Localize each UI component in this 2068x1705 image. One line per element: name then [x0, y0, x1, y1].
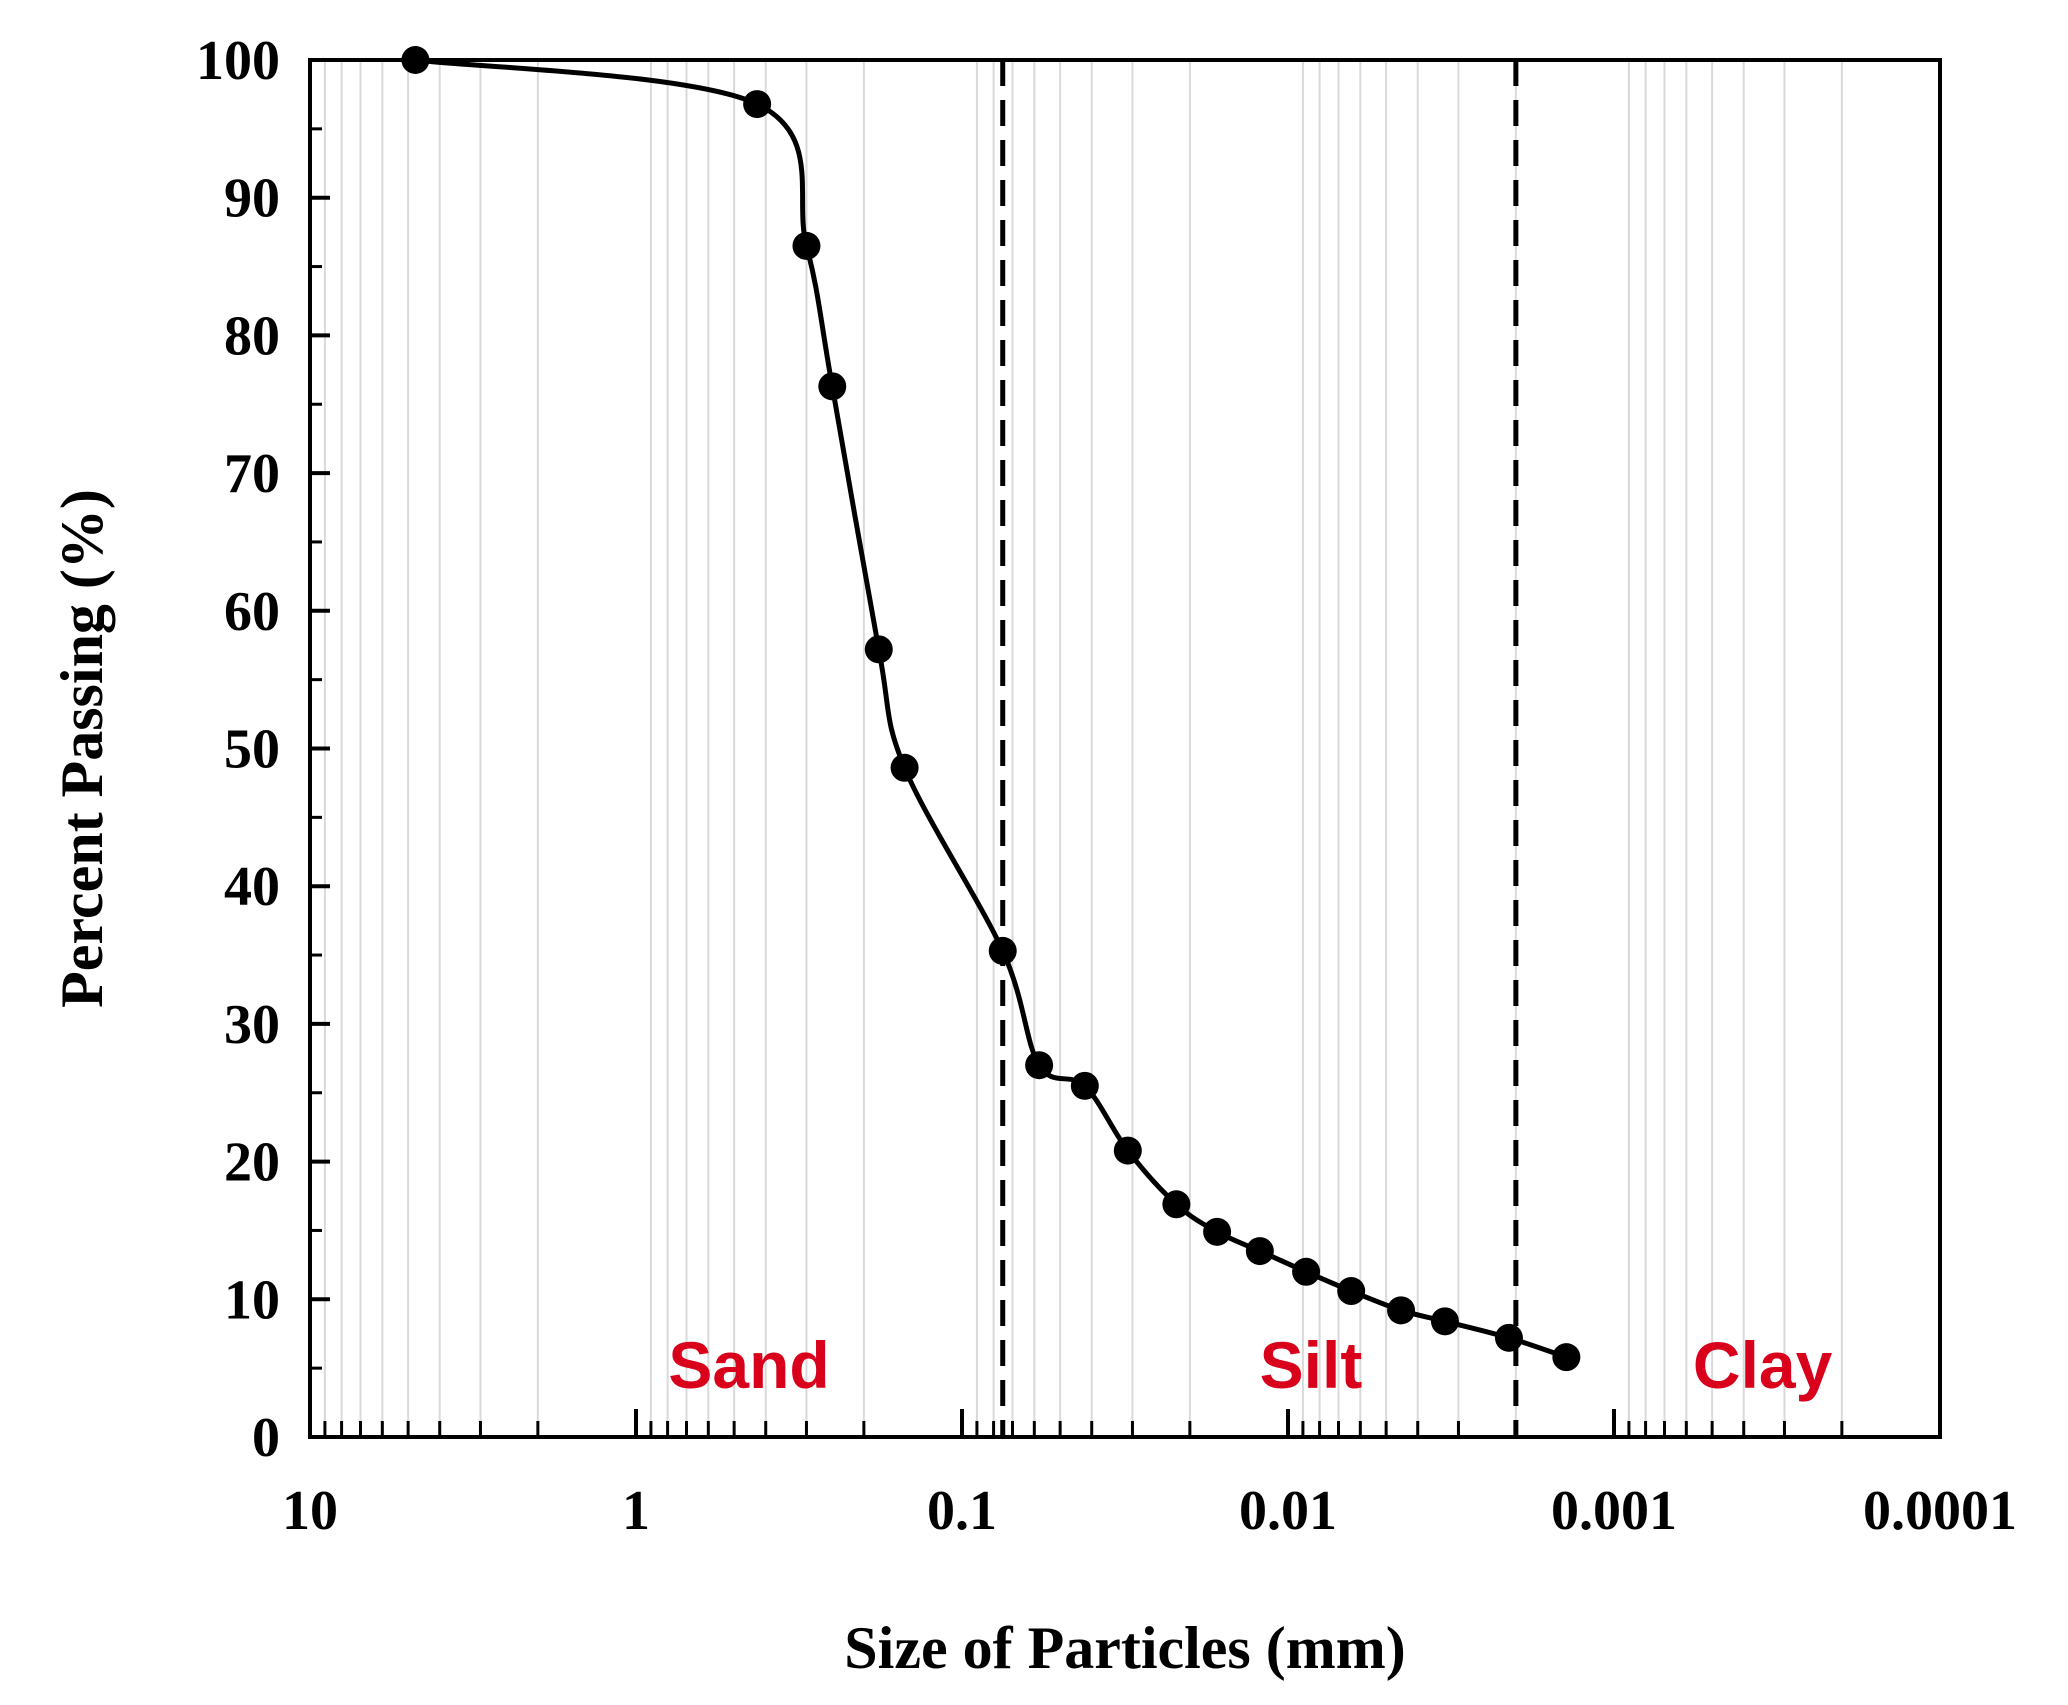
data-point — [1494, 1323, 1523, 1352]
data-point — [1203, 1217, 1232, 1246]
x-tick-label: 1 — [622, 1480, 650, 1542]
data-point — [1552, 1343, 1581, 1372]
zone-label-clay: Clay — [1693, 1328, 1833, 1402]
y-tick-label: 50 — [224, 719, 280, 781]
data-point — [988, 936, 1017, 965]
y-tick-label: 30 — [224, 994, 280, 1056]
data-point — [1430, 1307, 1459, 1336]
y-tick-label: 0 — [252, 1407, 280, 1469]
data-point — [1245, 1237, 1274, 1266]
y-tick-label: 20 — [224, 1132, 280, 1194]
data-point — [1162, 1190, 1191, 1219]
data-point — [1337, 1277, 1366, 1306]
data-point — [1070, 1071, 1099, 1100]
x-tick-label: 0.001 — [1551, 1480, 1677, 1542]
x-tick-label: 0.1 — [927, 1480, 997, 1542]
y-tick-label: 70 — [224, 443, 280, 505]
x-tick-label: 0.0001 — [1863, 1480, 2017, 1542]
y-tick-label: 100 — [196, 30, 280, 92]
data-point — [1292, 1257, 1321, 1286]
zone-label-sand: Sand — [668, 1328, 829, 1402]
data-point — [818, 372, 847, 401]
y-axis-title: Percent Passing (%) — [49, 489, 115, 1008]
y-tick-label: 40 — [224, 856, 280, 918]
x-tick-label: 10 — [282, 1480, 338, 1542]
grid-layer — [323, 60, 1843, 1437]
x-tick-label: 0.01 — [1239, 1480, 1337, 1542]
data-point — [743, 90, 772, 119]
data-point — [1387, 1296, 1416, 1325]
zone-label-silt: Silt — [1260, 1328, 1363, 1402]
y-tick-label: 10 — [224, 1269, 280, 1331]
data-point — [1025, 1051, 1054, 1080]
y-tick-label: 90 — [224, 168, 280, 230]
data-point — [864, 635, 893, 664]
data-point — [1113, 1136, 1142, 1165]
label-layer: Size of Particles (mm) Percent Passing (%… — [49, 489, 1833, 1681]
y-tick-label: 80 — [224, 305, 280, 367]
y-tick-label: 60 — [224, 581, 280, 643]
boundary-layer — [1000, 60, 1519, 1437]
data-point — [792, 231, 821, 260]
data-point — [890, 753, 919, 782]
x-axis-title: Size of Particles (mm) — [844, 1615, 1405, 1681]
